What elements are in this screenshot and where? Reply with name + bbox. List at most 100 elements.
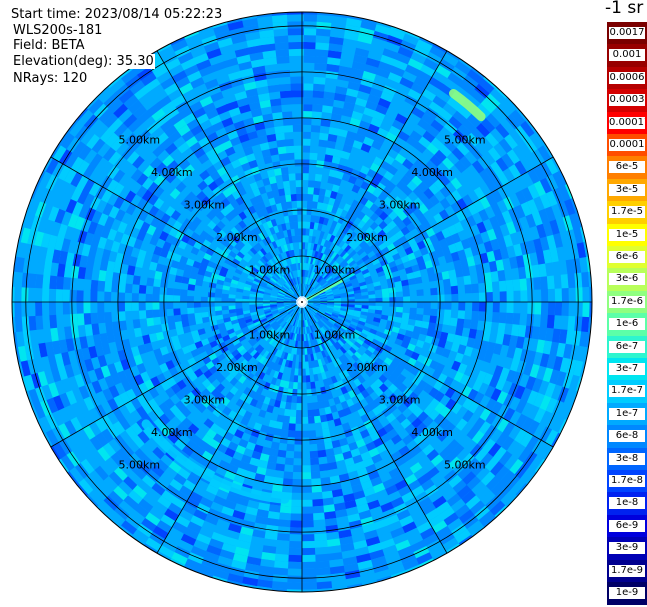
radar-cell: [296, 312, 299, 320]
radar-cell: [313, 302, 321, 305]
radar-cell: [90, 300, 98, 314]
radar-cell: [155, 354, 166, 366]
radar-cell: [311, 505, 325, 514]
radar-cell: [145, 292, 153, 302]
radar-cell: [65, 449, 81, 467]
radar-cell: [314, 258, 319, 266]
radar-cell: [104, 279, 113, 292]
radar-cell: [118, 281, 126, 293]
radar-cell: [376, 127, 390, 139]
radar-cell: [309, 288, 316, 294]
radar-cell: [546, 314, 555, 331]
radar-cell: [211, 494, 227, 507]
radar-cell: [295, 326, 298, 334]
radar-cell: [91, 208, 103, 224]
radar-cell: [244, 331, 252, 339]
radar-cell: [376, 531, 393, 544]
radar-cell: [318, 252, 324, 261]
radar-cell: [150, 339, 160, 351]
radar-cell: [278, 505, 292, 514]
radar-cell: [97, 289, 105, 302]
radar-cell: [381, 478, 395, 490]
radar-cell: [301, 354, 306, 362]
radar-cell: [554, 302, 563, 318]
radar-cell: [268, 91, 282, 100]
radar-cell: [285, 293, 292, 298]
radar-cell: [284, 274, 290, 281]
radar-cell: [361, 352, 370, 361]
radar-cell: [89, 151, 104, 168]
radar-cell: [313, 250, 319, 259]
radar-cell: [242, 17, 260, 28]
radar-cell: [484, 165, 498, 181]
radar-cell: [273, 167, 283, 176]
radar-cell: [357, 211, 367, 221]
radar-cell: [304, 361, 309, 369]
radar-cell: [291, 278, 296, 286]
radar-cell: [574, 316, 583, 334]
radar-cell: [126, 355, 137, 368]
radar-cell: [490, 271, 499, 284]
radar-cell: [239, 247, 248, 256]
radar-cell: [251, 236, 260, 245]
radar-cell: [412, 325, 422, 335]
radar-cell: [441, 488, 457, 503]
radar-cell: [358, 317, 367, 324]
radar-cell: [355, 559, 373, 571]
radar-cell: [255, 261, 263, 269]
radar-cell: [82, 162, 97, 179]
radar-cell: [283, 337, 288, 345]
radar-cell: [126, 149, 141, 165]
radar-cell: [49, 273, 58, 290]
radar-cell: [280, 343, 286, 352]
radar-cell: [314, 314, 321, 320]
radar-cell: [287, 332, 292, 340]
radar-cell: [195, 278, 204, 287]
radar-cell: [256, 502, 270, 512]
radar-cell: [457, 229, 468, 243]
radar-cell: [374, 357, 384, 367]
radar-cell: [128, 336, 138, 348]
radar-cell: [363, 493, 378, 504]
radar-cell: [264, 359, 272, 368]
radar-cell: [132, 503, 150, 518]
radar-cell: [341, 302, 348, 305]
radar-cell: [367, 50, 385, 62]
radar-cell: [99, 258, 109, 271]
radar-cell: [333, 148, 344, 158]
radar-cell: [254, 217, 263, 227]
radar-cell: [94, 343, 105, 357]
radar-cell: [215, 309, 223, 316]
radar-cell: [251, 266, 260, 274]
radar-cell: [445, 518, 463, 533]
radar-cell: [91, 267, 100, 281]
radar-cell: [465, 520, 484, 536]
radar-cell: [50, 326, 59, 342]
radar-cell: [306, 303, 313, 307]
radar-cell: [290, 303, 298, 306]
radar-cell: [302, 48, 317, 57]
radar-cell: [304, 354, 309, 362]
radar-cell: [101, 160, 115, 176]
radar-cell: [333, 307, 341, 311]
radar-cell: [293, 305, 299, 311]
radar-cell: [254, 361, 262, 370]
radar-cell: [495, 213, 507, 228]
radar-cell: [558, 260, 568, 277]
radar-cell: [202, 280, 210, 288]
radar-cell: [331, 359, 339, 368]
radar-cell: [285, 316, 292, 323]
radar-cell: [117, 499, 134, 515]
radar-cell: [225, 272, 234, 280]
radar-cell: [276, 317, 284, 324]
radar-cell: [286, 201, 293, 209]
radar-cell: [288, 527, 302, 535]
radar-cell: [280, 97, 293, 106]
radar-cell: [499, 247, 510, 261]
radar-cell: [168, 478, 183, 492]
radar-cell: [326, 419, 336, 429]
radar-cell: [380, 54, 397, 67]
radar-cell: [315, 284, 321, 290]
radar-cell: [306, 312, 310, 320]
radar-cell: [539, 193, 552, 211]
